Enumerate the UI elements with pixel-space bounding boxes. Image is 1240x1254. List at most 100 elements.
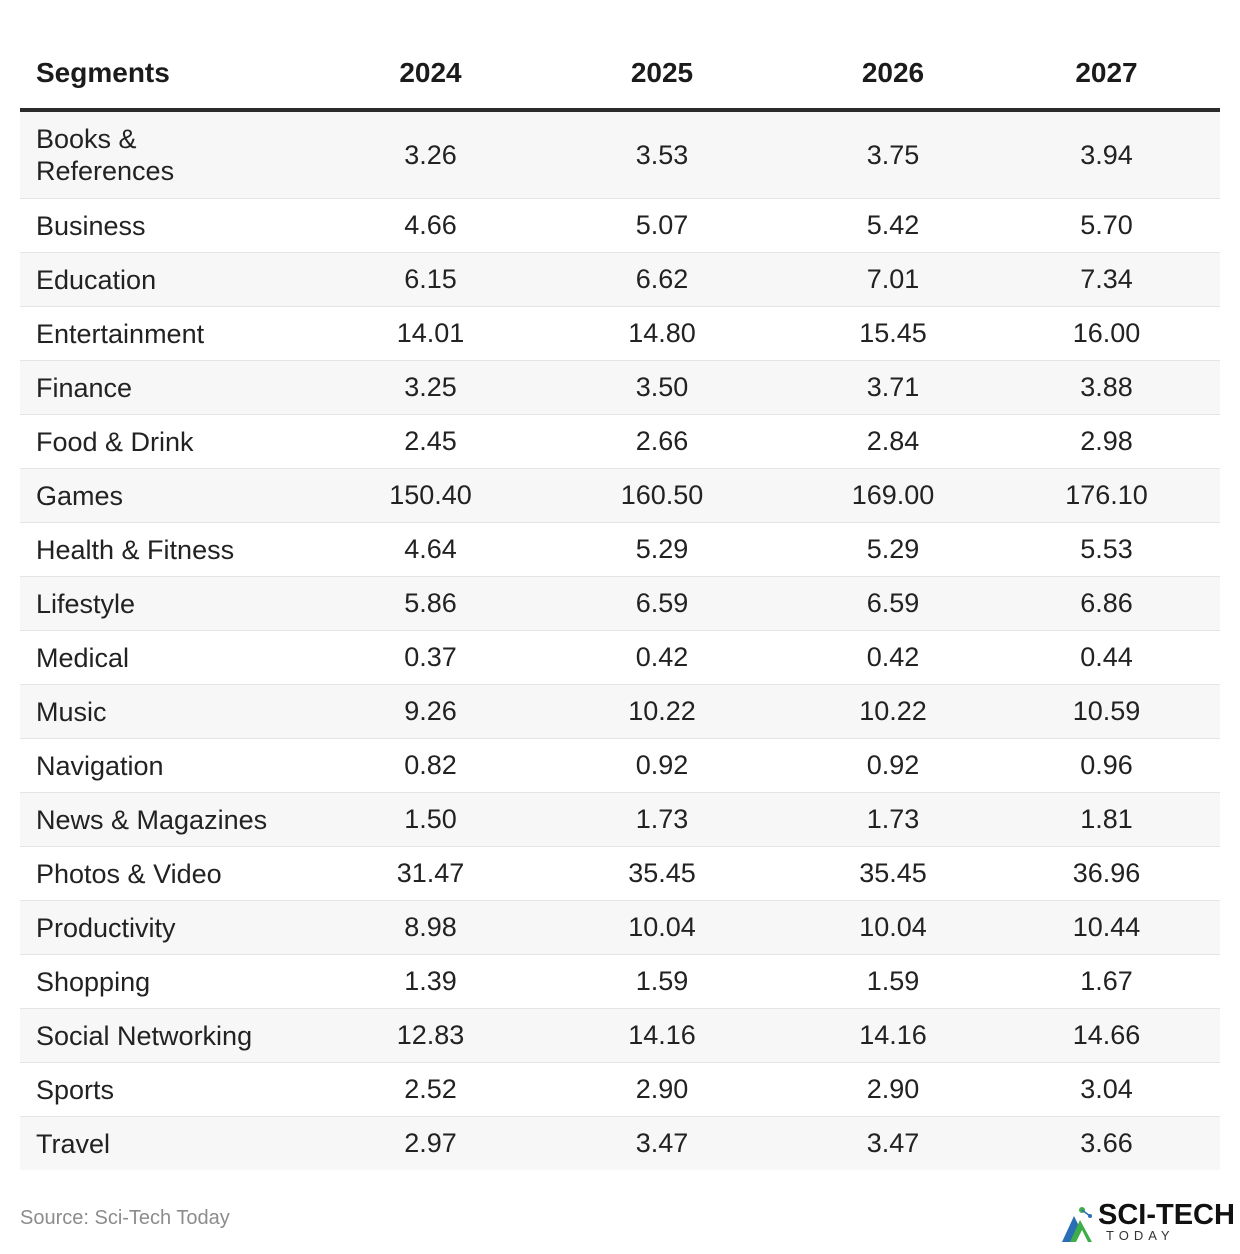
- value-cell-2026: 15.45: [793, 306, 993, 361]
- segment-name-cell: Food & Drink: [20, 414, 330, 469]
- value-cell-2025: 1.59: [531, 954, 793, 1009]
- value-cell-2026: 6.59: [793, 576, 993, 631]
- table-body: Books & References 3.26 3.53 3.75 3.94 Busines…: [20, 110, 1220, 1170]
- value-cell-2027: 36.96: [993, 846, 1220, 901]
- segment-name-cell: Photos & Video: [20, 846, 330, 901]
- value-cell-2027: 3.04: [993, 1062, 1220, 1117]
- segment-name-cell: Entertainment: [20, 306, 330, 361]
- value-cell-2027: 0.96: [993, 738, 1220, 793]
- logo-title: SCI-TECH: [1098, 1199, 1235, 1231]
- value-cell-2025: 6.62: [531, 252, 793, 307]
- value-cell-2024: 150.40: [330, 468, 531, 523]
- value-cell-2025: 0.42: [531, 630, 793, 685]
- value-cell-2027: 6.86: [993, 576, 1220, 631]
- value-cell-2024: 9.26: [330, 684, 531, 739]
- value-cell-2027: 0.44: [993, 630, 1220, 685]
- segment-name-cell: Shopping: [20, 954, 330, 1009]
- value-cell-2027: 3.66: [993, 1116, 1220, 1170]
- table-row: Entertainment 14.01 14.80 15.45 16.00: [20, 306, 1220, 361]
- table-row: Education 6.15 6.62 7.01 7.34: [20, 252, 1220, 307]
- value-cell-2024: 1.39: [330, 954, 531, 1009]
- value-cell-2025: 14.80: [531, 306, 793, 361]
- column-header-2027: 2027: [993, 38, 1220, 112]
- value-cell-2026: 169.00: [793, 468, 993, 523]
- value-cell-2025: 2.90: [531, 1062, 793, 1117]
- header-row: Segments 2024 2025 2026 2027: [20, 38, 1220, 112]
- segment-name-cell: Productivity: [20, 900, 330, 955]
- table-row: Medical 0.37 0.42 0.42 0.44: [20, 630, 1220, 685]
- value-cell-2024: 14.01: [330, 306, 531, 361]
- segments-table: Segments 2024 2025 2026 2027 Books & Referenc…: [20, 38, 1220, 1170]
- value-cell-2024: 2.52: [330, 1062, 531, 1117]
- value-cell-2024: 4.64: [330, 522, 531, 577]
- value-cell-2026: 3.75: [793, 110, 993, 199]
- value-cell-2025: 14.16: [531, 1008, 793, 1063]
- value-cell-2024: 8.98: [330, 900, 531, 955]
- table-row: Finance 3.25 3.50 3.71 3.88: [20, 360, 1220, 415]
- value-cell-2027: 5.53: [993, 522, 1220, 577]
- value-cell-2025: 10.22: [531, 684, 793, 739]
- value-cell-2026: 1.73: [793, 792, 993, 847]
- source-note: Source: Sci-Tech Today: [20, 1207, 230, 1229]
- value-cell-2027: 5.70: [993, 198, 1220, 253]
- value-cell-2027: 10.59: [993, 684, 1220, 739]
- segment-name-cell: Health & Fitness: [20, 522, 330, 577]
- value-cell-2025: 6.59: [531, 576, 793, 631]
- table-header: Segments 2024 2025 2026 2027: [20, 38, 1220, 112]
- value-cell-2027: 3.88: [993, 360, 1220, 415]
- value-cell-2025: 3.50: [531, 360, 793, 415]
- table-row: Navigation 0.82 0.92 0.92 0.96: [20, 738, 1220, 793]
- column-header-2026: 2026: [793, 38, 993, 112]
- table-row: Travel 2.97 3.47 3.47 3.66: [20, 1116, 1220, 1170]
- value-cell-2024: 1.50: [330, 792, 531, 847]
- value-cell-2026: 1.59: [793, 954, 993, 1009]
- segment-name-cell: Music: [20, 684, 330, 739]
- table-row: Games 150.40 160.50 169.00 176.10: [20, 468, 1220, 523]
- value-cell-2025: 3.53: [531, 110, 793, 199]
- value-cell-2025: 0.92: [531, 738, 793, 793]
- value-cell-2027: 14.66: [993, 1008, 1220, 1063]
- logo-mark-icon: [1062, 1207, 1092, 1242]
- value-cell-2024: 12.83: [330, 1008, 531, 1063]
- value-cell-2026: 3.71: [793, 360, 993, 415]
- value-cell-2027: 1.67: [993, 954, 1220, 1009]
- table-row: Shopping 1.39 1.59 1.59 1.67: [20, 954, 1220, 1009]
- table-row: Music 9.26 10.22 10.22 10.59: [20, 684, 1220, 739]
- value-cell-2024: 5.86: [330, 576, 531, 631]
- value-cell-2024: 31.47: [330, 846, 531, 901]
- value-cell-2026: 14.16: [793, 1008, 993, 1063]
- segment-name-cell: Sports: [20, 1062, 330, 1117]
- sci-tech-today-logo: SCI-TECH TODAY: [1060, 1198, 1236, 1246]
- table-row: Books & References 3.26 3.53 3.75 3.94: [20, 110, 1220, 199]
- table-row: Photos & Video 31.47 35.45 35.45 36.96: [20, 846, 1220, 901]
- table-row: Business 4.66 5.07 5.42 5.70: [20, 198, 1220, 253]
- value-cell-2026: 2.90: [793, 1062, 993, 1117]
- value-cell-2025: 1.73: [531, 792, 793, 847]
- value-cell-2026: 5.42: [793, 198, 993, 253]
- value-cell-2027: 3.94: [993, 110, 1220, 199]
- value-cell-2025: 5.07: [531, 198, 793, 253]
- column-header-2025: 2025: [531, 38, 793, 112]
- table-row: Health & Fitness 4.64 5.29 5.29 5.53: [20, 522, 1220, 577]
- value-cell-2025: 2.66: [531, 414, 793, 469]
- value-cell-2026: 10.04: [793, 900, 993, 955]
- table-row: Food & Drink 2.45 2.66 2.84 2.98: [20, 414, 1220, 469]
- value-cell-2024: 2.97: [330, 1116, 531, 1170]
- table-row: Productivity 8.98 10.04 10.04 10.44: [20, 900, 1220, 955]
- segment-name-cell: News & Magazines: [20, 792, 330, 847]
- table-row: Lifestyle 5.86 6.59 6.59 6.86: [20, 576, 1220, 631]
- value-cell-2026: 2.84: [793, 414, 993, 469]
- value-cell-2024: 6.15: [330, 252, 531, 307]
- logo-subtitle: TODAY: [1106, 1228, 1175, 1243]
- segment-name-cell: Education: [20, 252, 330, 307]
- value-cell-2027: 7.34: [993, 252, 1220, 307]
- data-table-container: Segments 2024 2025 2026 2027 Books & Referenc…: [20, 38, 1220, 1170]
- segment-name-cell: Social Networking: [20, 1008, 330, 1063]
- segment-name-cell: Finance: [20, 360, 330, 415]
- value-cell-2024: 3.25: [330, 360, 531, 415]
- value-cell-2025: 3.47: [531, 1116, 793, 1170]
- segment-name-cell: Medical: [20, 630, 330, 685]
- value-cell-2027: 16.00: [993, 306, 1220, 361]
- value-cell-2026: 0.42: [793, 630, 993, 685]
- segment-name-cell: Business: [20, 198, 330, 253]
